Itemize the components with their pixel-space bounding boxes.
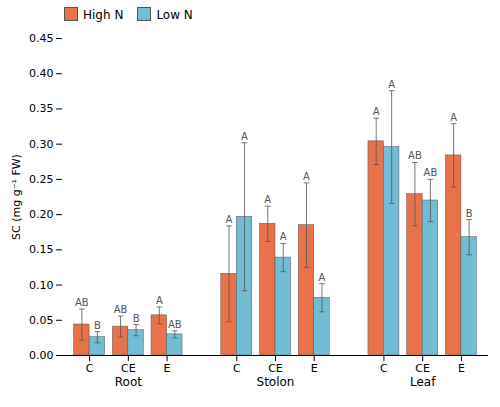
svg-text:A: A — [319, 272, 326, 283]
svg-text:A: A — [241, 131, 248, 142]
svg-text:AB: AB — [424, 167, 438, 178]
svg-text:A: A — [156, 295, 163, 306]
svg-text:C: C — [233, 362, 241, 375]
svg-text:E: E — [164, 362, 171, 375]
svg-text:Root: Root — [115, 375, 142, 389]
svg-text:A: A — [303, 171, 310, 182]
svg-text:0.30: 0.30 — [29, 138, 54, 151]
svg-text:A: A — [280, 231, 287, 242]
svg-text:E: E — [458, 362, 465, 375]
html-text:High N: High N — [83, 7, 124, 22]
svg-text:AB: AB — [114, 304, 128, 315]
svg-text:A: A — [373, 106, 380, 117]
svg-text:AB: AB — [408, 150, 422, 161]
svg-text:CE: CE — [268, 362, 283, 375]
svg-text:C: C — [380, 362, 388, 375]
svg-text:AB: AB — [168, 319, 182, 330]
svg-text:A: A — [226, 214, 233, 225]
svg-text:0.10: 0.10 — [29, 279, 54, 292]
svg-text:0.00: 0.00 — [29, 349, 54, 362]
svg-text:E: E — [311, 362, 318, 375]
svg-text:0.25: 0.25 — [29, 173, 54, 186]
svg-text:A: A — [450, 112, 457, 123]
svg-text:C: C — [86, 362, 94, 375]
html-text:Low N: Low N — [156, 7, 193, 22]
svg-text:Leaf: Leaf — [410, 375, 436, 389]
svg-text:0.15: 0.15 — [29, 243, 54, 256]
svg-text:0.40: 0.40 — [29, 67, 54, 80]
svg-text:Stolon: Stolon — [257, 375, 295, 389]
svg-text:B: B — [466, 208, 473, 219]
svg-text:AB: AB — [75, 297, 89, 308]
svg-text:CE: CE — [121, 362, 136, 375]
svg-text:0.45: 0.45 — [29, 32, 54, 45]
svg-text:SC (mg g⁻¹ FW): SC (mg g⁻¹ FW) — [10, 154, 23, 240]
svg-text:0.20: 0.20 — [29, 208, 54, 221]
svg-text:B: B — [133, 313, 140, 324]
svg-text:A: A — [388, 79, 395, 90]
svg-text:CE: CE — [415, 362, 430, 375]
svg-text:0.35: 0.35 — [29, 102, 54, 115]
svg-text:A: A — [264, 194, 271, 205]
svg-text:B: B — [94, 320, 101, 331]
svg-text:0.05: 0.05 — [29, 314, 54, 327]
